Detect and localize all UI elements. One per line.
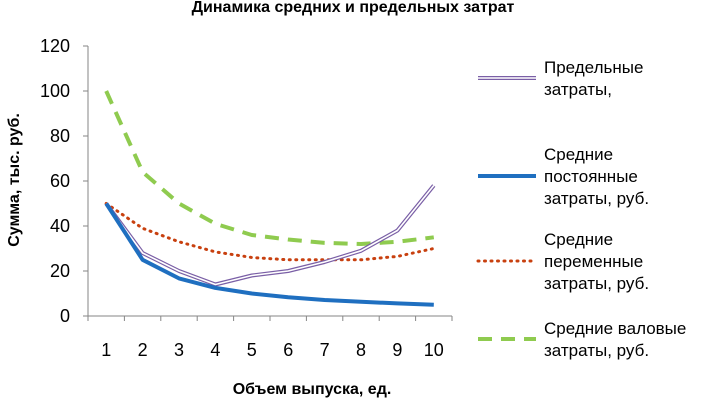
- chart-title: Динамика средних и предельных затрат: [192, 0, 515, 16]
- legend-label-line: затраты, руб.: [544, 274, 649, 293]
- series-line-1-inner: [105, 184, 435, 286]
- y-tick-label: 80: [50, 126, 70, 146]
- x-tick-label: 9: [392, 340, 402, 360]
- legend-label-4: Средние валовые затраты, руб.: [544, 319, 686, 360]
- legend-label-line: Средние валовые: [544, 319, 686, 338]
- legend-label-line: Предельные: [544, 58, 643, 77]
- legend-label-line: постоянные: [544, 167, 638, 186]
- x-axis-title: Объем выпуска, ед.: [233, 381, 392, 398]
- legend-label-2: Средние постоянные затраты, руб.: [544, 145, 649, 208]
- y-tick-label: 40: [50, 216, 70, 236]
- legend-label-line: затраты, руб.: [544, 341, 649, 360]
- series-line-3: [104, 202, 436, 262]
- x-tick-label: 7: [320, 340, 330, 360]
- legend-label-1: Предельные затраты,: [544, 58, 643, 99]
- y-tick-label: 0: [60, 306, 70, 326]
- x-tick-label: 4: [210, 340, 220, 360]
- x-tick-label: 10: [424, 340, 444, 360]
- y-tick-label: 100: [40, 81, 70, 101]
- y-tick-label: 120: [40, 36, 70, 56]
- y-axis-title: Сумма, тыс. руб.: [6, 113, 23, 247]
- x-tick-label: 6: [283, 340, 293, 360]
- x-tick-label: 1: [101, 340, 111, 360]
- legend-label-line: Средние: [544, 230, 613, 249]
- legend-label-line: Средние: [544, 145, 613, 164]
- series-line-1: [104, 184, 436, 287]
- series-line-2: [104, 202, 434, 307]
- x-tick-label: 2: [138, 340, 148, 360]
- x-tick-label: 3: [174, 340, 184, 360]
- legend-label-line: переменные: [544, 252, 643, 271]
- x-tick-label: 8: [356, 340, 366, 360]
- y-tick-label: 20: [50, 261, 70, 281]
- legend-label-line: затраты,: [544, 80, 612, 99]
- y-tick-label: 60: [50, 171, 70, 191]
- series-group: [104, 90, 436, 307]
- legend-label-3: Средние переменные затраты, руб.: [544, 230, 649, 293]
- legend-label-line: затраты, руб.: [544, 189, 649, 208]
- legend: Предельные затраты, Средние постоянные затра…: [476, 58, 686, 360]
- series-line-4: [104, 90, 435, 246]
- axes: 0 20 40 60 80 100 120 1 2 3 4 5 6 7 8 9 10: [40, 36, 453, 360]
- x-tick-label: 5: [247, 340, 257, 360]
